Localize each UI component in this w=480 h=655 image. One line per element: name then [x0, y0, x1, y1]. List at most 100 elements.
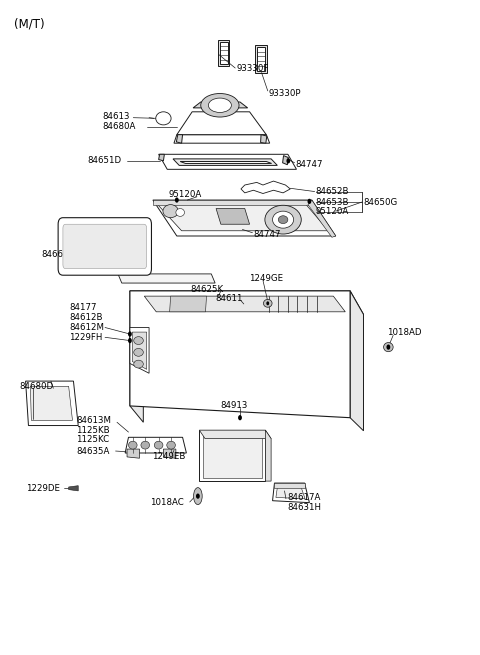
- Polygon shape: [265, 430, 271, 481]
- Text: 84177: 84177: [69, 303, 96, 312]
- Polygon shape: [174, 135, 270, 143]
- Polygon shape: [144, 296, 345, 312]
- Ellipse shape: [167, 441, 175, 449]
- Polygon shape: [169, 296, 206, 312]
- Text: 84613: 84613: [102, 112, 130, 121]
- FancyBboxPatch shape: [58, 217, 152, 275]
- Ellipse shape: [265, 205, 301, 234]
- FancyBboxPatch shape: [63, 224, 147, 269]
- Circle shape: [386, 345, 390, 350]
- Polygon shape: [69, 485, 78, 491]
- Circle shape: [128, 331, 132, 337]
- Ellipse shape: [134, 348, 144, 356]
- Polygon shape: [180, 162, 272, 164]
- Text: 84680D: 84680D: [19, 382, 53, 391]
- Ellipse shape: [156, 112, 171, 125]
- Ellipse shape: [384, 343, 393, 352]
- Polygon shape: [153, 200, 312, 204]
- Text: 95120A: 95120A: [316, 208, 349, 216]
- Ellipse shape: [155, 441, 163, 449]
- Circle shape: [196, 493, 200, 498]
- Polygon shape: [275, 483, 305, 487]
- Circle shape: [128, 338, 132, 343]
- Text: 93330F: 93330F: [236, 64, 268, 73]
- Bar: [218, 40, 229, 66]
- Ellipse shape: [208, 98, 231, 113]
- Polygon shape: [30, 386, 72, 421]
- Polygon shape: [130, 291, 363, 314]
- Text: 84651D: 84651D: [88, 156, 122, 164]
- Text: 84611: 84611: [215, 294, 242, 303]
- Polygon shape: [25, 381, 78, 426]
- Polygon shape: [176, 135, 182, 143]
- Polygon shape: [173, 159, 277, 166]
- Polygon shape: [193, 102, 248, 108]
- Ellipse shape: [134, 360, 144, 368]
- Polygon shape: [199, 430, 271, 439]
- Polygon shape: [130, 291, 350, 418]
- Text: 84913: 84913: [220, 402, 247, 411]
- Bar: [203, 434, 262, 478]
- Polygon shape: [177, 112, 266, 135]
- Circle shape: [238, 415, 242, 421]
- Text: 84680A: 84680A: [102, 122, 135, 131]
- Polygon shape: [157, 204, 328, 231]
- Polygon shape: [127, 449, 140, 458]
- Text: 1018AC: 1018AC: [151, 498, 184, 506]
- Bar: [255, 45, 267, 73]
- Text: 84653B: 84653B: [316, 198, 349, 206]
- Circle shape: [266, 301, 269, 305]
- Text: 84660: 84660: [42, 250, 69, 259]
- Ellipse shape: [141, 441, 150, 449]
- Ellipse shape: [201, 94, 239, 117]
- Text: 84613M: 84613M: [76, 416, 111, 425]
- Polygon shape: [276, 487, 305, 498]
- Text: 1249GE: 1249GE: [249, 274, 283, 283]
- Ellipse shape: [278, 215, 288, 223]
- Text: 1249EB: 1249EB: [152, 452, 185, 460]
- Text: 84631H: 84631H: [287, 503, 321, 512]
- Ellipse shape: [273, 211, 294, 228]
- Text: 84747: 84747: [296, 160, 323, 168]
- Text: 84635A: 84635A: [76, 447, 110, 455]
- Text: 1018AD: 1018AD: [387, 328, 422, 337]
- Ellipse shape: [163, 204, 178, 217]
- Polygon shape: [163, 449, 176, 458]
- Polygon shape: [153, 200, 336, 236]
- Text: 1229DE: 1229DE: [26, 484, 60, 493]
- Circle shape: [308, 198, 312, 204]
- Text: 1125KC: 1125KC: [76, 436, 109, 445]
- Polygon shape: [158, 155, 164, 161]
- Ellipse shape: [264, 299, 272, 307]
- Polygon shape: [118, 274, 215, 283]
- Text: 84652B: 84652B: [316, 187, 349, 196]
- Circle shape: [175, 197, 179, 202]
- Polygon shape: [130, 328, 149, 373]
- Polygon shape: [283, 156, 288, 165]
- Polygon shape: [273, 483, 310, 502]
- Ellipse shape: [134, 337, 144, 345]
- Bar: [199, 430, 265, 481]
- Text: 84650G: 84650G: [363, 198, 398, 206]
- Polygon shape: [350, 291, 363, 431]
- Polygon shape: [158, 155, 297, 170]
- Ellipse shape: [193, 487, 202, 504]
- Polygon shape: [308, 200, 336, 237]
- Polygon shape: [125, 438, 186, 453]
- Text: 84625K: 84625K: [191, 285, 224, 294]
- Polygon shape: [132, 332, 147, 369]
- Bar: [257, 47, 265, 71]
- Polygon shape: [130, 291, 144, 422]
- Text: (M/T): (M/T): [14, 17, 45, 30]
- Polygon shape: [261, 135, 267, 143]
- Text: 84747: 84747: [253, 229, 281, 238]
- Text: 84612M: 84612M: [69, 323, 104, 332]
- Ellipse shape: [129, 441, 137, 449]
- Polygon shape: [241, 181, 290, 193]
- Text: 84617A: 84617A: [287, 493, 320, 502]
- Text: 93330P: 93330P: [269, 89, 301, 98]
- Text: 84612B: 84612B: [69, 312, 103, 322]
- Text: 95120A: 95120A: [168, 191, 202, 199]
- Text: 1125KB: 1125KB: [76, 426, 110, 435]
- Circle shape: [287, 159, 290, 164]
